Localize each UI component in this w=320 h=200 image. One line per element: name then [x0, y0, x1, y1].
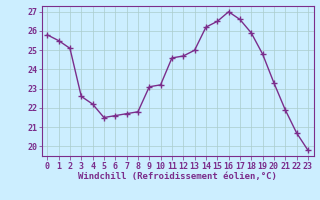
X-axis label: Windchill (Refroidissement éolien,°C): Windchill (Refroidissement éolien,°C)	[78, 172, 277, 181]
